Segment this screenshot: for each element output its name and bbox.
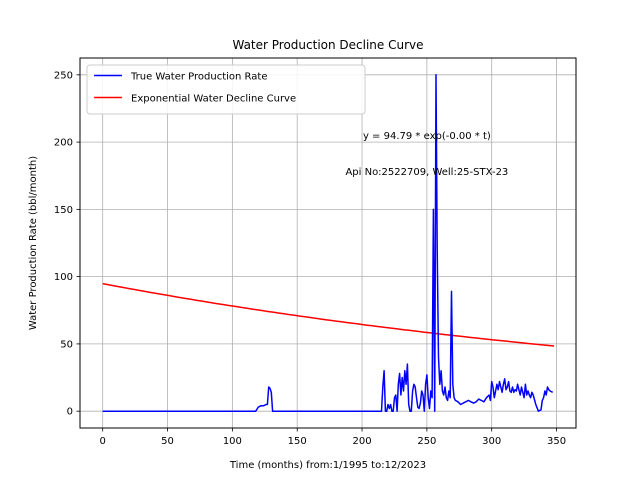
x-tick-label: 50 (161, 436, 174, 447)
legend-box (86, 64, 366, 115)
x-tick-label: 200 (352, 436, 371, 447)
exponential-decline-line (102, 282, 555, 347)
y-tick-label: 150 (54, 205, 73, 216)
x-tick-label: 150 (288, 436, 307, 447)
chart-title: Water Production Decline Curve (232, 38, 423, 52)
y-tick-label: 0 (67, 407, 73, 418)
y-tick-label: 200 (54, 138, 73, 149)
y-tick-label: 250 (54, 70, 73, 81)
x-tick-label: 250 (417, 436, 436, 447)
y-tick-label: 100 (54, 272, 73, 283)
x-axis-label: Time (months) from:1/1995 to:12/2023 (229, 460, 426, 471)
axes-frame (79, 57, 577, 429)
true-production-line (102, 74, 554, 412)
x-tick-label: 100 (223, 436, 242, 447)
legend-label-exponential: Exponential Water Decline Curve (131, 94, 296, 105)
y-axis-label: Water Production Rate (bbl/month) (28, 156, 39, 330)
legend-label-true-rate: True Water Production Rate (130, 72, 267, 83)
equation-annotation: y = 94.79 * exp(-0.00 * t) (363, 131, 491, 142)
axis-ticks: 0 50 100 150 200 250 300 350 0 50 100 150 200 250 (54, 70, 566, 447)
x-tick-label: 0 (100, 436, 106, 447)
x-tick-label: 350 (547, 436, 566, 447)
legend: True Water Production Rate Exponential W… (86, 64, 366, 115)
y-tick-label: 50 (60, 339, 73, 350)
plot-series (102, 74, 555, 412)
x-tick-label: 300 (482, 436, 501, 447)
well-annotation: Api No:2522709, Well:25-STX-23 (345, 167, 508, 178)
